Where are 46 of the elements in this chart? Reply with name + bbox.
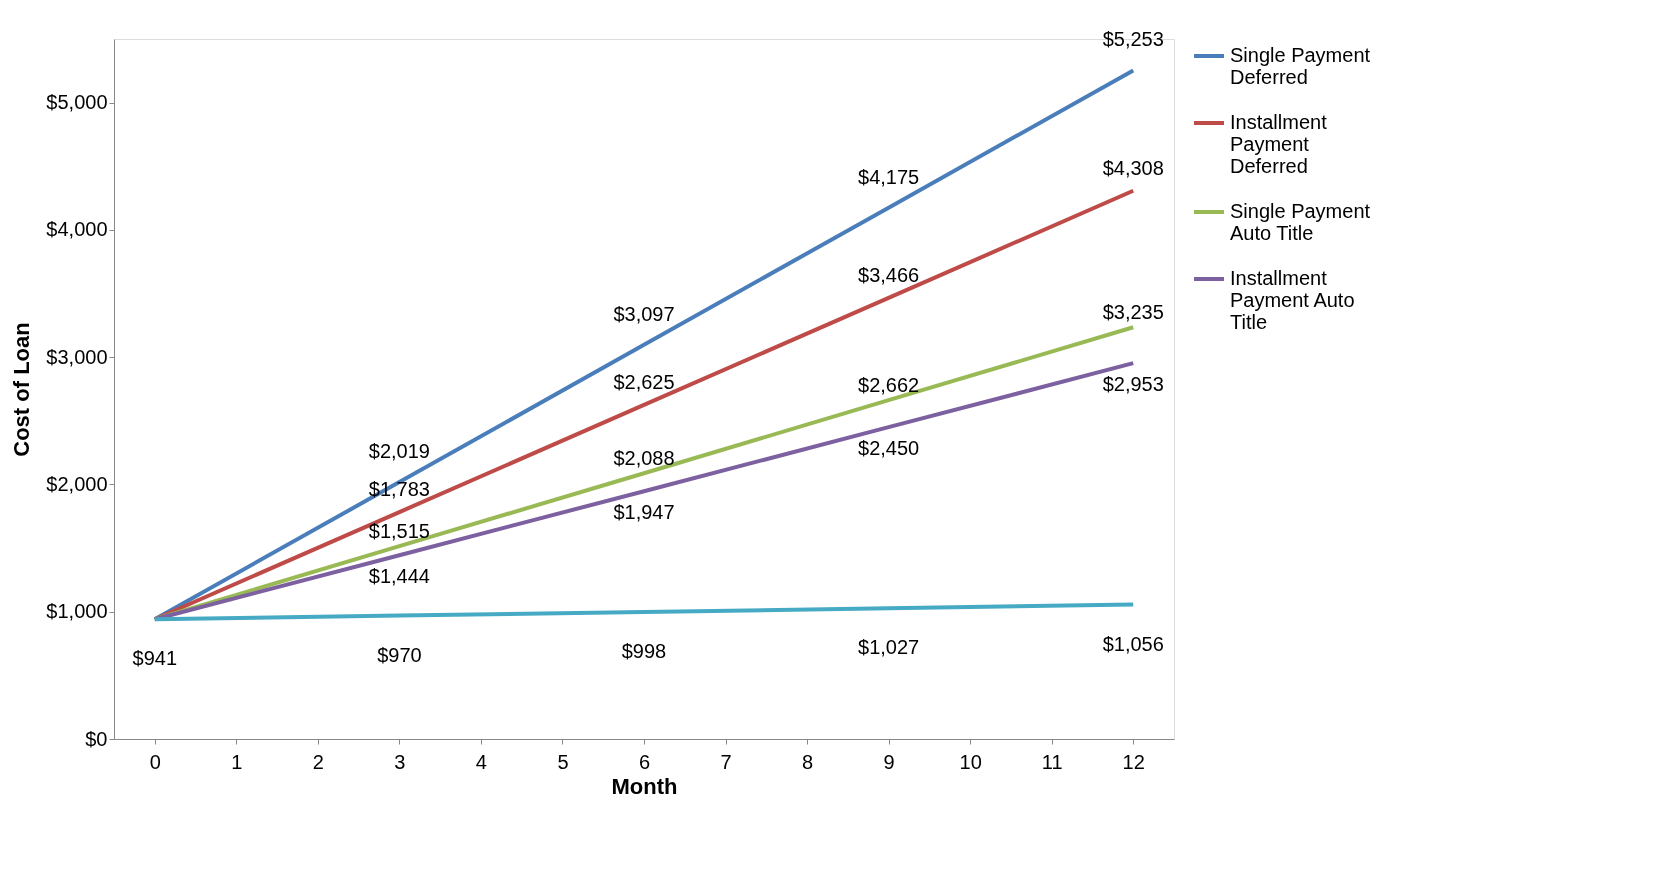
data-label: $1,947 [613, 501, 675, 524]
x-tick-label: 12 [1122, 750, 1145, 773]
data-label: $998 [621, 639, 667, 662]
data-label: $2,662 [858, 374, 920, 397]
x-tick-label: 8 [802, 750, 814, 773]
x-tick-label: 6 [638, 750, 651, 773]
y-tick-label: $4,000 [46, 218, 108, 241]
data-label: $1,515 [368, 520, 430, 543]
data-label: $970 [377, 643, 422, 666]
y-tick-label: $3,000 [46, 345, 108, 368]
data-label: $2,625 [613, 370, 675, 393]
x-tick-label: 11 [1041, 750, 1063, 773]
y-axis-title: Cost of Loan [9, 322, 35, 457]
data-label: $1,056 [1102, 632, 1164, 655]
legend-label: Single Payment Deferred [1230, 44, 1371, 88]
data-label: $5,253 [1102, 28, 1164, 51]
x-tick-label: 0 [149, 750, 161, 773]
x-tick-label: 7 [720, 750, 732, 773]
data-label: $2,019 [368, 440, 430, 463]
data-label: $2,953 [1102, 373, 1164, 396]
line-series [152, 602, 1136, 622]
x-tick-label: 4 [475, 750, 487, 773]
data-label: $941 [132, 647, 178, 670]
data-label: $2,088 [613, 447, 675, 470]
y-tick-label: $2,000 [46, 472, 108, 495]
data-label: $4,175 [858, 165, 920, 188]
x-tick-label: 5 [557, 750, 569, 773]
x-tick-label: 10 [959, 750, 982, 773]
data-label: $1,027 [858, 636, 920, 659]
x-tick-label: 9 [883, 750, 895, 773]
x-tick-label: 3 [394, 750, 406, 773]
y-tick-label: $1,000 [46, 600, 108, 623]
data-label: $3,466 [858, 263, 920, 286]
x-tick-label: 2 [312, 750, 324, 773]
data-label: $3,097 [613, 302, 675, 325]
data-label: $1,444 [368, 565, 430, 588]
x-axis-title: Month [611, 773, 678, 799]
data-label: $2,450 [858, 437, 920, 460]
data-label: $4,308 [1102, 156, 1164, 179]
legend-label: Single Payment Auto Title [1230, 200, 1371, 244]
y-tick-label: $5,000 [46, 91, 108, 114]
legend-label: Installment Payment Auto Title [1230, 267, 1355, 333]
x-tick-label: 1 [231, 750, 243, 773]
data-label: $3,235 [1102, 301, 1164, 324]
y-tick-label: $0 [85, 727, 108, 750]
legend-label: Installment Payment Deferred [1230, 111, 1328, 177]
